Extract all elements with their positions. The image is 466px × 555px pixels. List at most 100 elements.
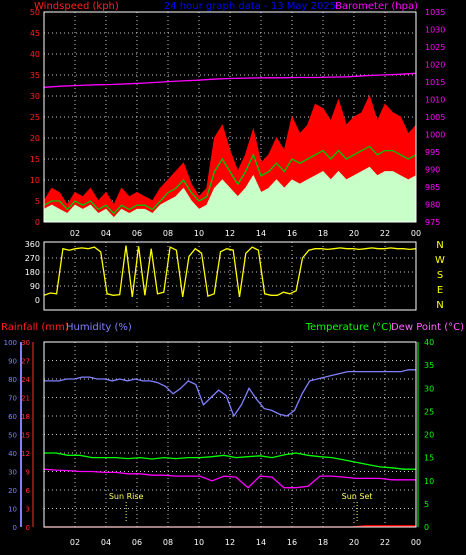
sun-annotation-label: Sun Set [342,492,373,501]
barometer-tick-label: 985 [425,183,440,192]
direction-plot-frame [43,241,417,311]
direction-tick-label: 90 [30,282,40,291]
wind-plot-frame [43,11,417,223]
x-tick-label: 18 [318,538,328,547]
barometer-y-ticks: 975 980 985 990 995 1000 1005 1010 1015 1020 1025 1… [425,8,445,227]
temperature-y-ticks: 0 5 10 15 20 25 30 35 40 [424,338,434,532]
climate-plot-series [43,369,416,528]
temperature-tick-label: 20 [424,431,434,440]
humidity-tick-label: 30 [8,469,17,477]
temperature-tick-label: 25 [424,407,434,416]
x-tick-label: 14 [256,229,266,238]
series-temperature [44,452,416,470]
temperature-tick-label: 35 [424,361,434,370]
x-tick-label: 22 [380,229,390,238]
x-tick-label: 06 [132,538,142,547]
compass-label: N [436,240,443,251]
direction-plot-series [43,245,417,297]
wind-tick-label: 0 [35,218,40,227]
rainfall-tick-label: 9 [26,469,30,477]
x-tick-label: 12 [225,538,235,547]
wind-plot-series [43,72,417,223]
wind-tick-label: 40 [30,50,40,59]
x-tick-label: 16 [287,229,297,238]
humidity-tick-label: 90 [8,358,17,366]
series-average [43,166,417,223]
wind-tick-label: 5 [35,197,40,206]
x-tick-label: 04 [101,229,111,238]
direction-tick-label: 180 [25,268,40,277]
wind-tick-label: 50 [30,8,40,17]
rainfall-tick-label: 12 [21,450,30,458]
direction-y-ticks: 0 90 180 270 360 [25,240,40,305]
rainfall-tick-label: 15 [21,432,30,440]
humidity-axis-title: Humidity (%) [66,322,132,333]
humidity-tick-label: 100 [4,339,17,347]
barometer-tick-label: 995 [425,148,440,157]
series-average-line [43,145,417,215]
climate-x-ticks: 02 04 06 08 10 12 14 16 18 20 22 00 [70,538,421,547]
wind-axis-title: Windspeed (kph) [34,1,119,12]
x-tick-label: 18 [318,229,328,238]
rainfall-tick-label: 18 [21,413,30,421]
x-tick-label: 16 [287,538,297,547]
wind-tick-label: 15 [30,155,40,164]
rainfall-y-ticks: 0 3 6 9 12 15 18 21 24 27 30 [21,339,30,532]
climate-plot-grid [44,342,416,527]
x-tick-label: 08 [163,229,173,238]
rainfall-tick-label: 3 [26,506,30,514]
wind-tick-label: 30 [30,92,40,101]
barometer-tick-label: 975 [425,218,440,227]
humidity-tick-label: 10 [8,506,17,514]
x-tick-label: 00 [411,538,421,547]
compass-label: N [436,300,443,311]
humidity-tick-label: 40 [8,450,17,458]
series-wind-direction [43,245,417,297]
rainfall-tick-label: 30 [21,339,30,347]
rainfall-tick-label: 0 [26,524,30,532]
x-tick-label: 00 [411,229,421,238]
x-tick-label: 10 [194,229,204,238]
wind-tick-label: 35 [30,71,40,80]
x-tick-label: 22 [380,538,390,547]
direction-tick-label: 0 [35,296,40,305]
barometer-tick-label: 1015 [425,78,445,87]
direction-tick-label: 360 [25,240,40,249]
x-tick-label: 14 [256,538,266,547]
dewpoint-axis-title: Dew Point (°C) [391,322,464,333]
chart-title: 24 hour graph data - 13 May 2025 [164,1,336,12]
barometer-tick-label: 1025 [425,43,445,52]
barometer-tick-label: 1010 [425,96,445,105]
humidity-y-ticks: 0 10 20 30 40 50 60 70 80 90 100 [4,339,17,532]
temperature-tick-label: 5 [424,500,429,509]
humidity-tick-label: 0 [13,524,17,532]
barometer-tick-label: 980 [425,201,440,210]
barometer-tick-label: 1005 [425,113,445,122]
compass-label: E [437,285,443,296]
barometer-tick-label: 1020 [425,61,445,70]
rainfall-tick-label: 21 [21,395,30,403]
temperature-axis-title: Temperature (°C) [305,322,392,333]
wind-x-ticks: 02 04 06 08 10 12 14 16 18 20 22 00 [70,229,421,238]
compass-label: S [437,270,443,281]
x-tick-label: 08 [163,538,173,547]
climate-plot-frame [43,341,417,528]
x-tick-label: 02 [70,538,80,547]
temperature-tick-label: 40 [424,338,434,347]
wind-tick-label: 45 [30,29,40,38]
rainfall-tick-label: 27 [21,358,30,366]
series-humidity [44,369,416,418]
humidity-tick-label: 20 [8,487,17,495]
wind-tick-label: 10 [30,176,40,185]
direction-plot-grid [44,242,416,310]
barometer-axis-title: Barometer (hpa) [335,1,418,12]
barometer-tick-label: 1000 [425,131,445,140]
x-tick-label: 02 [70,229,80,238]
temperature-tick-label: 30 [424,384,434,393]
wind-tick-label: 20 [30,134,40,143]
compass-label: W [435,255,445,266]
rainfall-tick-label: 24 [21,376,30,384]
sun-annotations: Sun Rise Sun Set [109,492,373,522]
x-tick-label: 04 [101,538,111,547]
